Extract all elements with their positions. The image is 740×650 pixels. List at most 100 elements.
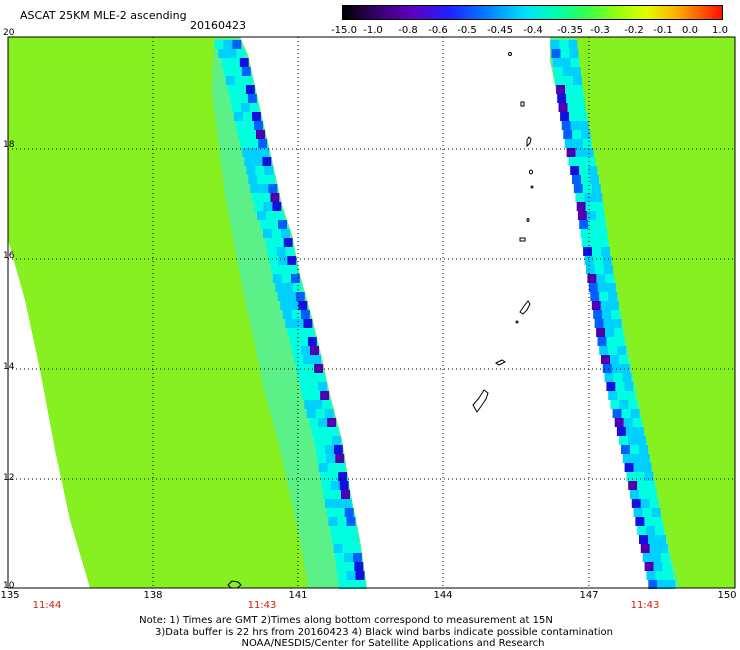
edge-cell [590,175,599,184]
edge-cell [585,202,595,211]
edge-cell [225,76,235,85]
edge-cell [594,319,604,328]
edge-cell [648,535,657,544]
edge-cell [604,265,613,274]
edge-cell [324,499,334,508]
edge-cell [278,256,288,265]
edge-cell [305,364,315,373]
edge-cell [649,499,659,508]
edge-cell [588,220,598,229]
edge-cell [602,256,612,265]
map-title: ASCAT 25KM MLE-2 ascending [20,9,187,22]
edge-cell [236,49,246,58]
edge-cell [658,544,668,553]
edge-cell [275,211,284,220]
edge-cell [243,76,253,85]
edge-cell [312,355,322,364]
edge-cell [610,355,619,364]
edge-cell [626,472,636,481]
edge-cell [268,184,278,193]
edge-cell [329,472,339,481]
edge-cell [233,112,243,121]
edge-cell [586,211,596,220]
edge-cell [277,292,287,301]
edge-cell [278,220,287,229]
edge-cell [318,418,328,427]
edge-cell [281,229,290,238]
edge-cell [282,310,292,319]
edge-cell [352,553,362,562]
edge-cell [227,85,237,94]
edge-cell [298,373,308,382]
edge-cell [253,157,263,166]
edge-cell [640,544,650,553]
edge-cell [275,283,285,292]
edge-cell [591,301,601,310]
edge-cell [619,355,628,364]
lat-label: 16 [3,251,15,261]
edge-cell [594,202,604,211]
edge-cell [639,535,648,544]
edge-cell [347,580,357,589]
edge-cell [260,220,269,229]
colorbar-label: 1.0 [712,25,728,36]
colorbar-label: -0.35 [557,25,583,36]
edge-cell [337,517,347,526]
edge-cell [634,427,644,436]
edge-cell [608,292,618,301]
edge-cell [600,301,610,310]
lon-label: 138 [143,590,163,601]
edge-cell [593,256,603,265]
edge-cell [322,400,332,409]
colorbar-label: -0.1 [653,25,673,36]
edge-cell [258,139,268,148]
edge-cell [315,409,325,418]
lat-label: 18 [3,140,15,150]
edge-cell [281,274,291,283]
edge-cell [601,355,610,364]
edge-cell [589,229,599,238]
edge-cell [597,283,607,292]
edge-cell [642,553,652,562]
edge-cell [578,112,588,121]
edge-cell [326,508,336,517]
edge-cell [330,526,340,535]
edge-cell [245,85,255,94]
edge-cell [598,229,608,238]
edge-cell [285,319,295,328]
edge-cell [630,490,639,499]
edge-cell [324,445,334,454]
edge-cell [307,337,317,346]
edge-cell [609,301,619,310]
left-edge-cells [214,40,366,589]
edge-cell [596,328,606,337]
edge-cell [579,220,589,229]
edge-cell [302,391,312,400]
edge-cell [616,427,626,436]
edge-cell [284,283,294,292]
edge-cell [569,112,579,121]
edge-cell [622,373,632,382]
edge-cell [251,112,261,121]
time-label: 11:43 [247,600,277,611]
edge-cell [221,58,231,67]
edge-cell [289,337,299,346]
edge-cell [572,130,582,139]
edge-cell [250,184,260,193]
edge-cell [320,391,330,400]
edge-cell [341,535,350,544]
edge-cell [590,292,600,301]
edge-cell [573,76,582,85]
colorbar-label: 0.0 [682,25,698,36]
edge-cell [330,481,340,490]
edge-cell [551,49,561,58]
edge-cell [346,517,356,526]
edge-cell [298,337,308,346]
edge-cell [294,355,304,364]
edge-cell [570,121,580,130]
edge-cell [601,247,611,256]
edge-cell [611,310,621,319]
edge-cell [235,121,245,130]
edge-cell [272,274,282,283]
edge-cell [553,67,563,76]
